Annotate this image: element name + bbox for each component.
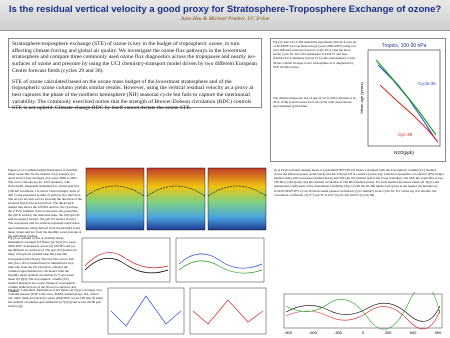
- poster-title: Is the residual vertical velocity a good…: [8, 4, 442, 15]
- caption: Fig (d-e): Annual cycles of monthly mean…: [8, 236, 77, 294]
- curve: [178, 260, 263, 274]
- y-label: Mean age (years): [359, 82, 364, 114]
- curve: [192, 299, 264, 325]
- x-tick-label: 600: [410, 330, 417, 335]
- panel-b: [146, 167, 206, 231]
- plot-frame: [283, 293, 443, 329]
- curve: [84, 257, 169, 274]
- panel-f: [107, 287, 185, 335]
- x-tick-label: 0: [362, 330, 365, 335]
- label: Cycle-36: [418, 81, 436, 86]
- curve: [285, 292, 441, 330]
- annual-cycle-plots: [81, 237, 265, 283]
- caption: Fig (a): The UCI CTM tested this hypothe…: [273, 40, 357, 69]
- panel-g: [189, 287, 267, 335]
- curve: [84, 252, 169, 269]
- abstract-paragraph: Stratosphere-troposphere exchange (STE) …: [12, 41, 257, 74]
- age-n2o-plot: Tropics, 100-30 hPa Cycle-36 Cyc-29 N2O(…: [359, 43, 441, 155]
- panel-c: [207, 167, 267, 231]
- latitude-plots: [107, 287, 267, 335]
- running-mean-plot: -900 -600 -300 0 300 600 900: [283, 292, 443, 335]
- caption: Figure (a-c): Latitude-height distributi…: [8, 168, 82, 238]
- x-tick-label: 300: [385, 330, 392, 335]
- figure-top-box: [270, 38, 446, 162]
- panel-e: [175, 237, 265, 283]
- curve: [110, 295, 182, 327]
- authors: Juno Hsu & Michael Prather, UC Irvine: [180, 16, 270, 22]
- x-tick-label: -900: [284, 330, 293, 335]
- title-bar: [0, 0, 450, 31]
- x-tick-label: -600: [309, 330, 318, 335]
- x-tick-label: 900: [435, 330, 442, 335]
- curve: [285, 302, 441, 322]
- abstract-box: Stratosphere-troposphere exchange (STE) …: [8, 38, 262, 111]
- label: Cyc-29: [398, 132, 413, 137]
- curve: [285, 306, 441, 330]
- curve: [178, 253, 263, 269]
- plot-title: Tropics, 100-30 hPa: [382, 43, 427, 49]
- caption: (h-i) Twelve-month running mean of norma…: [274, 168, 444, 197]
- obs-curve: [375, 59, 437, 136]
- curve-29: [379, 84, 439, 143]
- caption: Fig (f-g): Latitudinal distribution of O…: [8, 288, 103, 309]
- panel-a: [85, 167, 145, 231]
- caption: The climate diagnostic test of age-of-ai…: [273, 96, 357, 109]
- abstract-paragraph: STE of ozone calculated based on the ozo…: [12, 78, 254, 112]
- contour-panels: [85, 167, 267, 231]
- x-tick-label: -300: [334, 330, 343, 335]
- panel-d: [81, 237, 171, 283]
- x-label: N2O(ppb): [394, 150, 414, 155]
